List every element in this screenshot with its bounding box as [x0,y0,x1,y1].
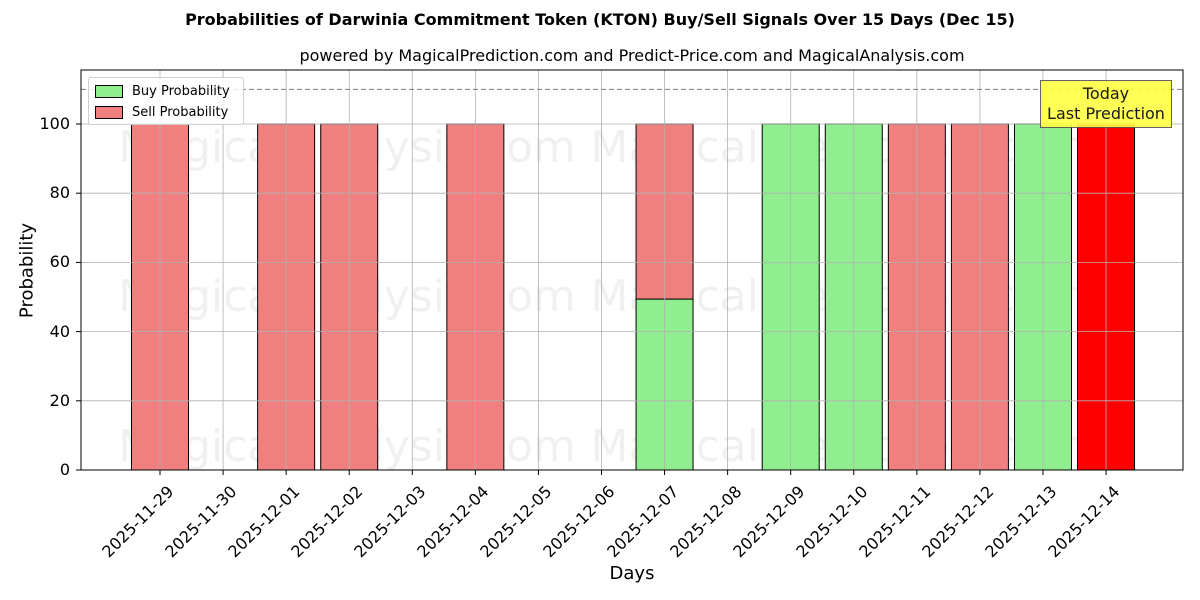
chart-title: Probabilities of Darwinia Commitment Tok… [185,10,1015,29]
today-annotation: Today Last Prediction [1040,80,1172,128]
annotation-line2: Last Prediction [1047,104,1165,123]
sell-swatch-icon [95,105,123,119]
annotation-line1: Today [1082,84,1130,103]
y-tick-label: 60 [49,252,70,272]
y-tick-label: 20 [49,390,70,410]
legend-item-buy: Buy Probability [95,83,230,99]
axes-frame [80,69,1184,471]
chart-subtitle: powered by MagicalPrediction.com and Pre… [299,46,965,65]
y-tick-label: 40 [49,321,70,341]
y-tick-label: 80 [49,183,70,203]
y-tick-label: 100 [39,114,70,133]
legend: Buy Probability Sell Probability [88,77,244,125]
legend-item-sell: Sell Probability [95,104,228,120]
y-tick-label: 0 [59,460,70,479]
legend-buy-label: Buy Probability [132,83,230,99]
x-axis-label: Days [609,563,655,584]
legend-sell-label: Sell Probability [132,104,229,120]
buy-swatch-icon [95,84,123,98]
